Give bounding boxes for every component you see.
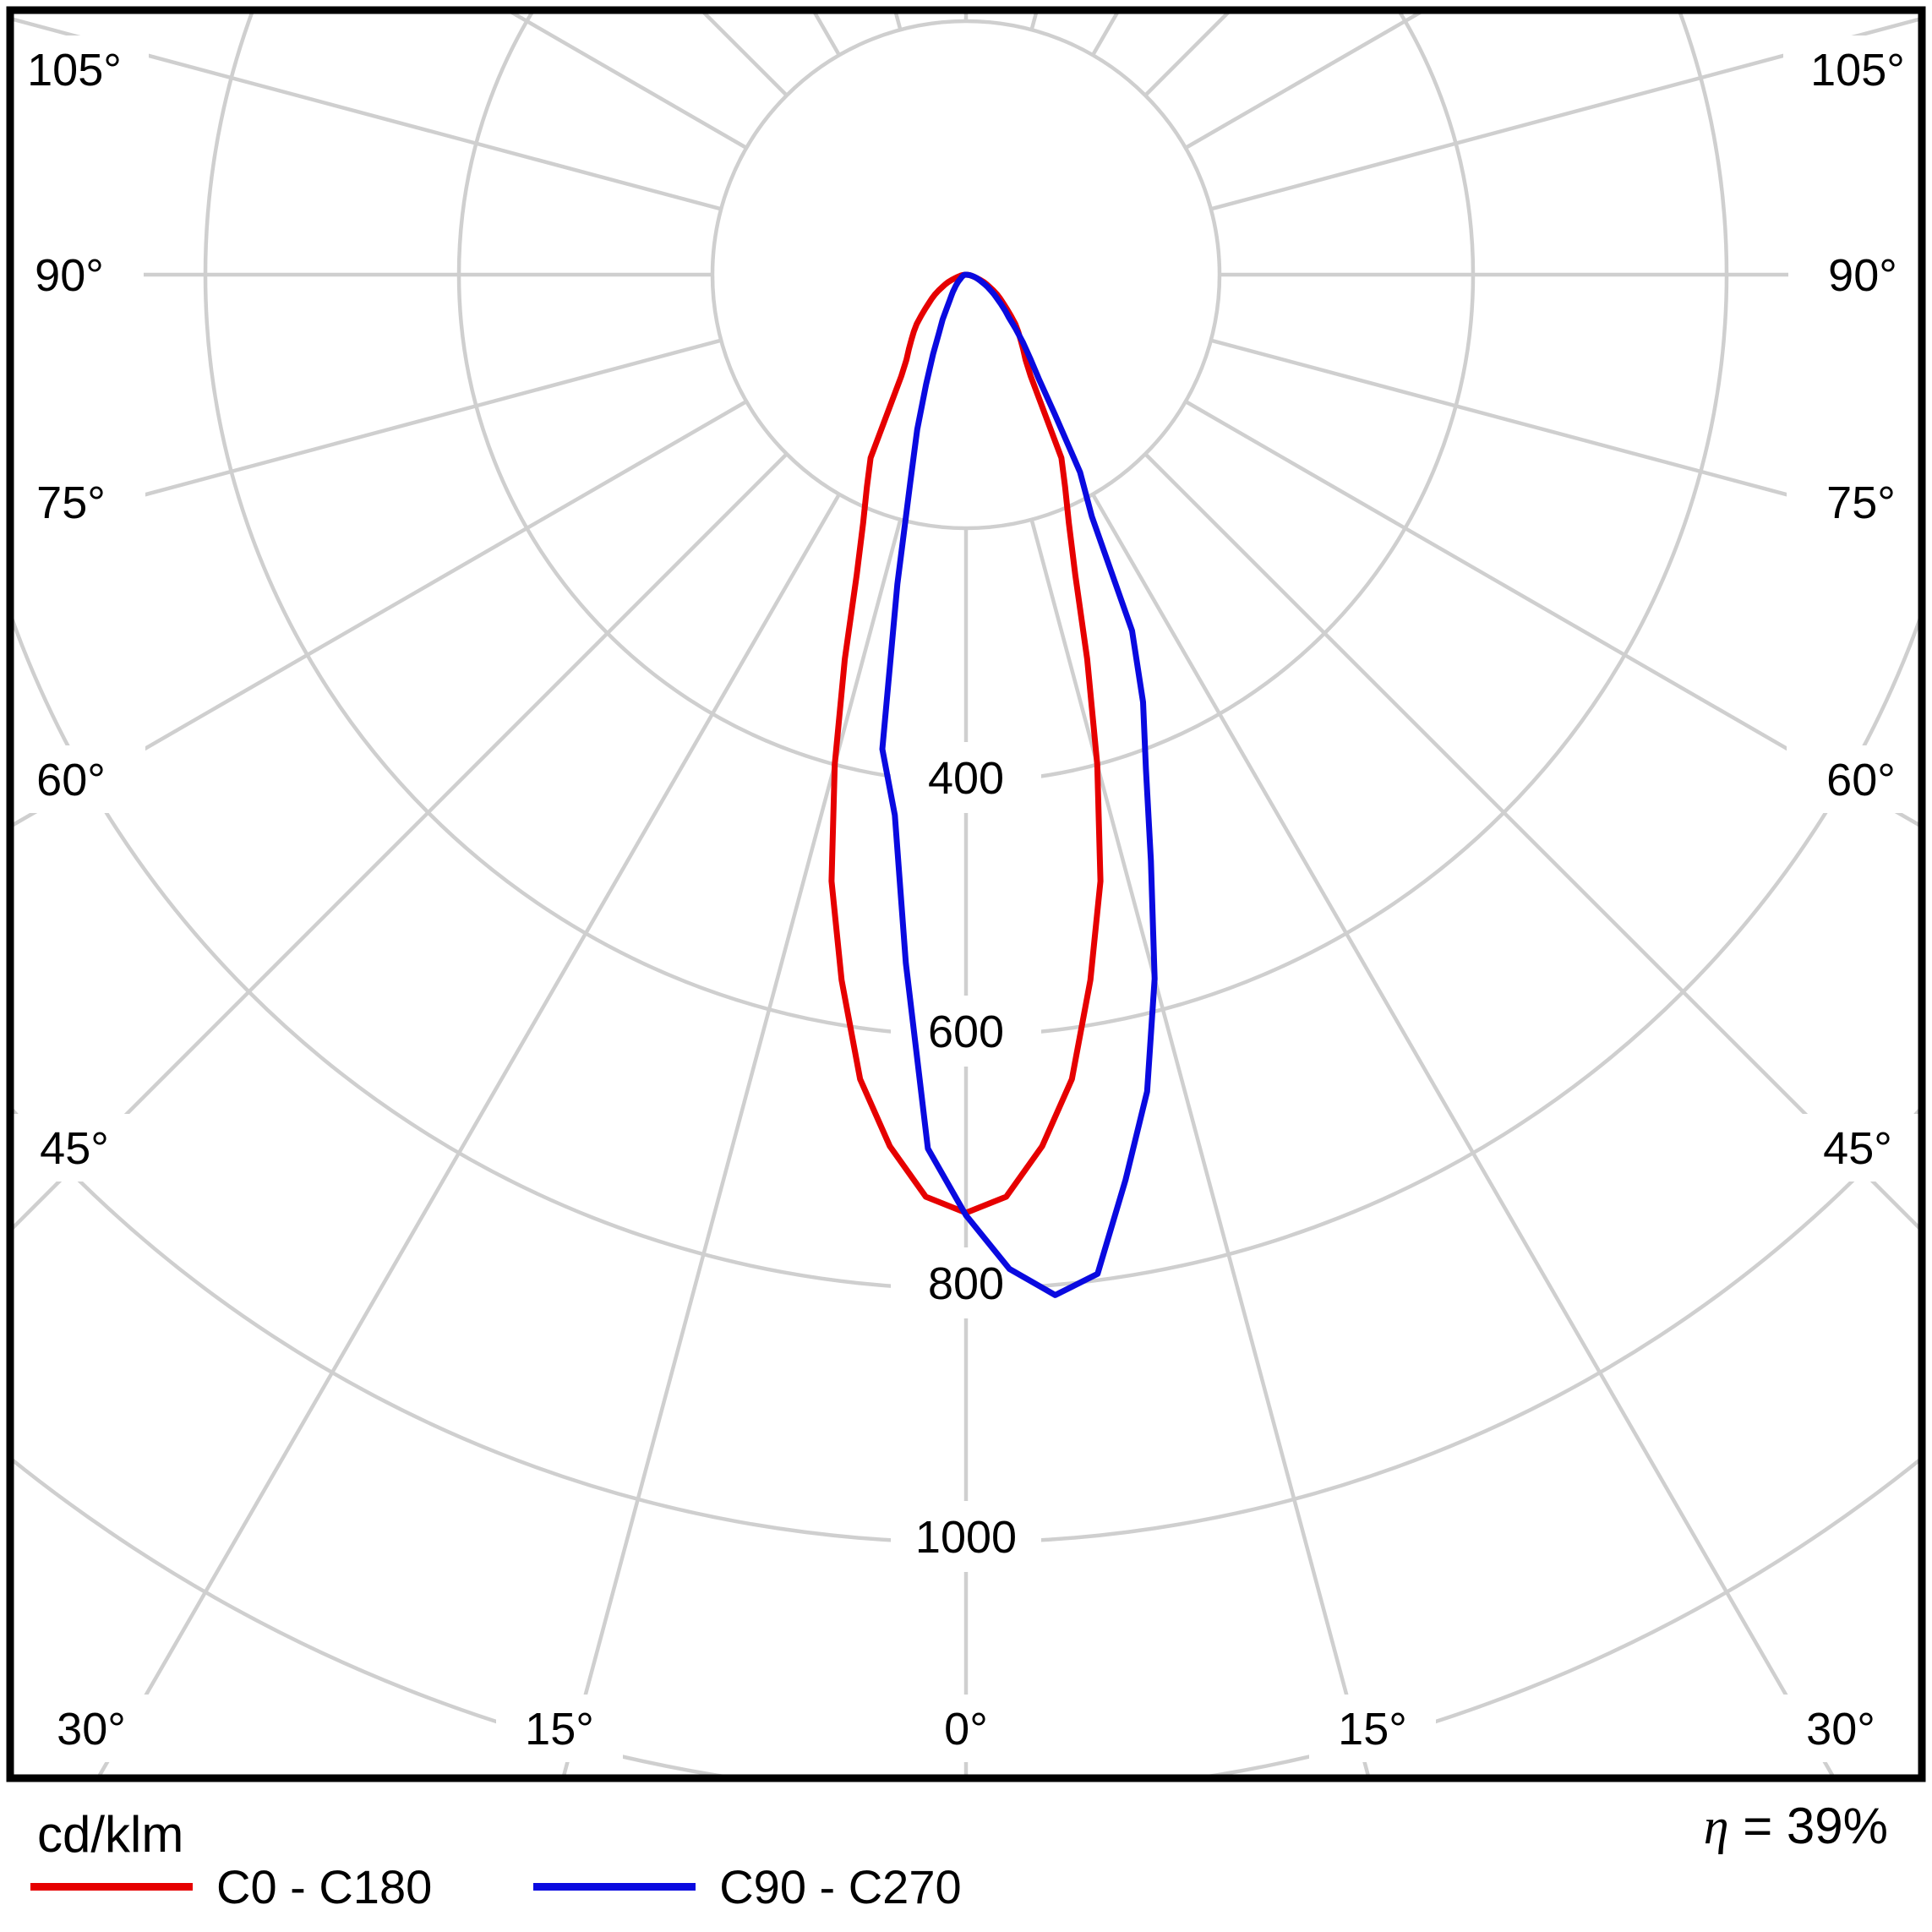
grid-labels: 105° 90° 75° 60° 45° 105° 90° 75° 60° 45° 30° 15° 0°… <box>22 40 1911 1760</box>
tick-label: 90° <box>1828 250 1897 301</box>
tick-label: 15° <box>1338 1704 1407 1755</box>
tick-label: 600 <box>928 1007 1004 1057</box>
legend-line-c0-c180 <box>30 1883 193 1891</box>
plot-border <box>6 6 1926 1782</box>
tick-label: 45° <box>1823 1123 1892 1174</box>
tick-label: 75° <box>1826 478 1896 528</box>
tick-label: 90° <box>35 250 104 301</box>
tick-label: 30° <box>57 1704 126 1755</box>
tick-label: 60° <box>36 755 106 805</box>
tick-label: 105° <box>1810 45 1905 96</box>
curve-c90-c270 <box>879 271 1158 1298</box>
tick-label: 45° <box>40 1123 109 1174</box>
legend-label-c0-c180: C0 - C180 <box>216 1860 433 1913</box>
tick-label: 75° <box>36 478 106 528</box>
unit-label: cd/klm <box>37 1806 184 1863</box>
tick-label: 0° <box>944 1704 988 1755</box>
tick-label: 800 <box>928 1258 1004 1309</box>
legend-line-c90-c270 <box>533 1883 696 1891</box>
tick-label: 60° <box>1826 755 1896 805</box>
tick-label: 400 <box>928 753 1004 804</box>
tick-label: 30° <box>1806 1704 1875 1755</box>
tick-label: 1000 <box>915 1512 1017 1563</box>
efficiency-label: η = 39% <box>1704 1797 1888 1856</box>
legend: C0 - C180 C90 - C270 <box>30 1859 962 1914</box>
legend-label-c90-c270: C90 - C270 <box>719 1860 962 1913</box>
label-masks <box>10 35 1922 1762</box>
tick-label: 15° <box>525 1704 594 1755</box>
tick-label: 105° <box>27 45 122 96</box>
eta-symbol: η <box>1703 1798 1729 1854</box>
eta-value: = 39% <box>1743 1798 1888 1854</box>
